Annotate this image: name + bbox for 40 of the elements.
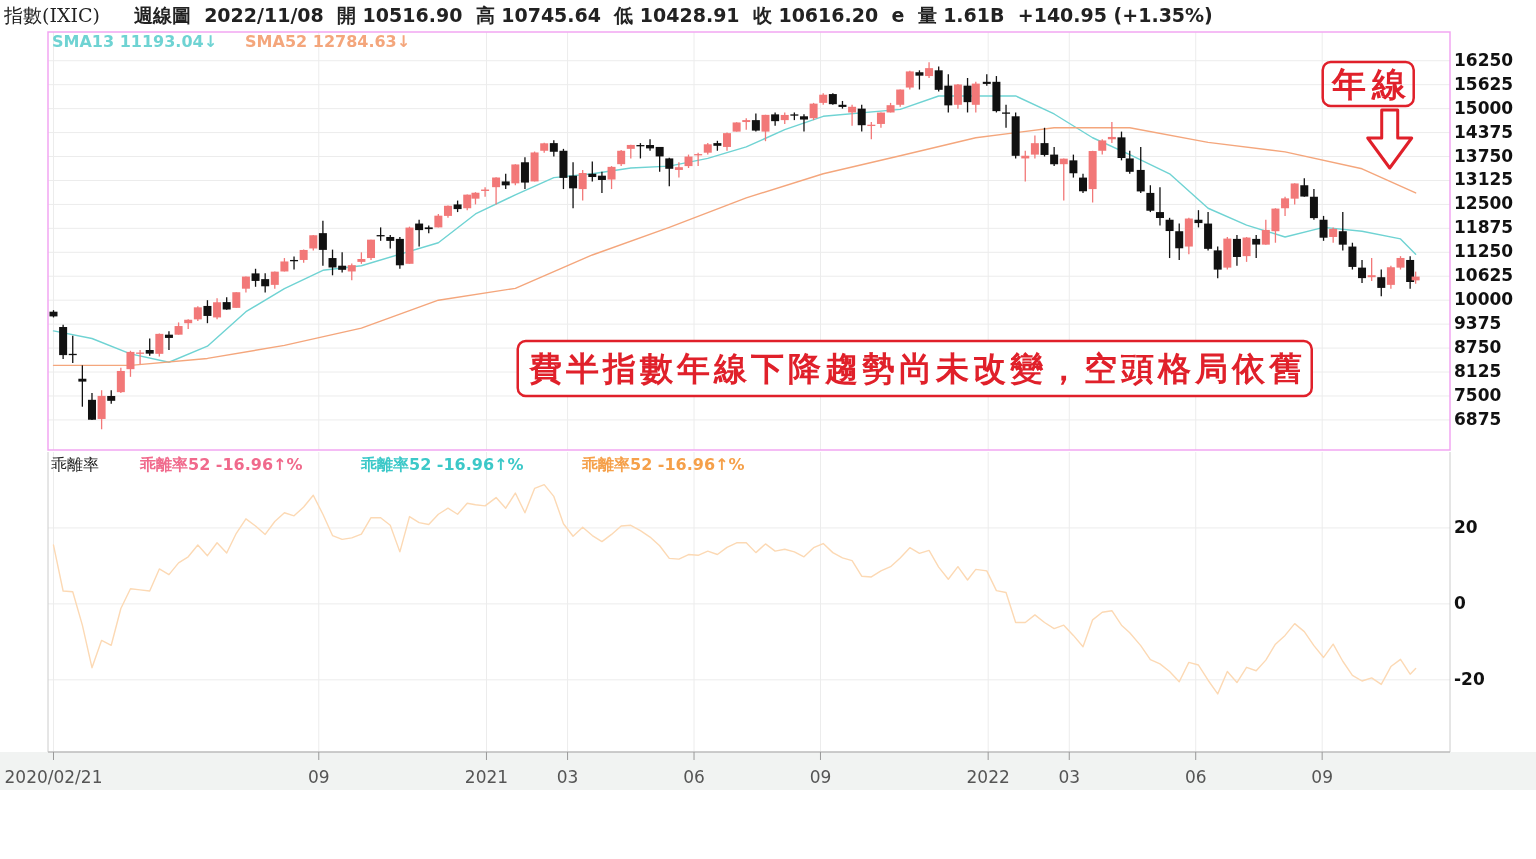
y-tick-label: 6875 [1454,408,1502,429]
x-tick-label: 06 [1184,767,1207,787]
text: SMA13 11193.04↓ [52,32,218,51]
x-tick-label: 09 [1311,767,1333,787]
x-tick-label: 09 [307,767,330,787]
y-tick-label: 9375 [1454,313,1502,334]
chart-title: 乖離率 [51,455,99,474]
y-tick-label: 11250 [1454,241,1514,262]
x-tick-label: 03 [556,767,579,787]
y-tick-label: 14375 [1454,121,1514,142]
y-tick-label: 7500 [1454,384,1502,405]
text: SMA52 12784.63↓ [245,32,411,51]
annotation: 乖離率52 -16.96↑% [139,455,303,474]
x-tick-label: 09 [809,767,832,787]
y-tick-label: 8125 [1454,361,1502,382]
y-tick-label: 12500 [1454,193,1514,214]
annotation: 年線 [1330,64,1412,104]
y-tick-label: 13750 [1454,145,1514,166]
y-tick-label: 8750 [1454,337,1502,358]
y-tick-label: 16250 [1454,49,1514,70]
annotation: 乖離率52 -16.96↑% [360,455,524,474]
y-tick-label: 10000 [1454,289,1514,310]
x-tick-label: 06 [683,767,705,787]
y-tick-label: 15625 [1454,73,1514,94]
x-tick-label: 03 [1058,767,1081,787]
y-tick-label: 13125 [1454,169,1514,190]
y-tick-label: -20 [1454,668,1485,689]
annotation: 乖離率52 -16.96↑% [581,455,745,474]
y-tick-label: 11875 [1454,217,1514,238]
line-series [52,483,1417,695]
y-tick-label: 0 [1454,592,1466,613]
y-tick-label: 15000 [1454,97,1514,118]
y-tick-label: 20 [1454,516,1478,537]
chart-title: 指數(IXIC) [3,4,100,26]
chart-subtitle: 週線圖 2022/11/08 開 10516.90 高 10745.64 低 10428.91 收 10616.20 e 量 1.61B +140.95 (+1.35%) [132,4,1213,26]
y-tick-label: 10625 [1454,265,1514,286]
x-tick-label: 2021 [464,767,509,787]
x-tick-label: 2022 [966,767,1010,787]
x-tick-label: 2020/02/21 [4,767,103,787]
annotation: 費半指數年線下降趨勢尚未改變，空頭格局依舊 [527,349,1306,388]
